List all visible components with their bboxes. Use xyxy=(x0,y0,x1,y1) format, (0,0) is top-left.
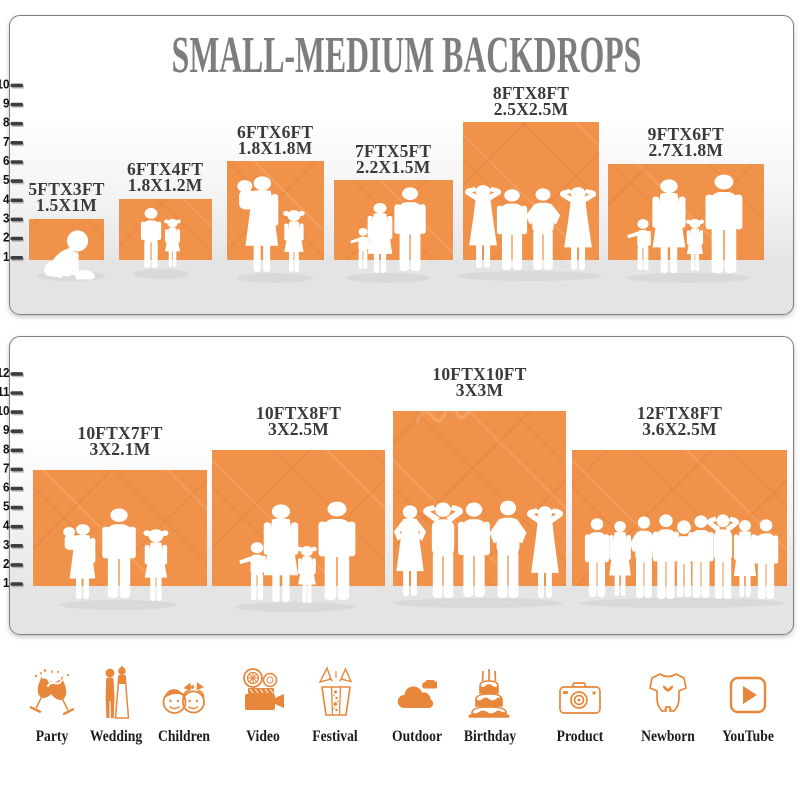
svg-text:3: 3 xyxy=(3,211,10,226)
svg-text:12: 12 xyxy=(0,365,10,380)
svg-text:10: 10 xyxy=(0,404,10,419)
svg-text:2: 2 xyxy=(3,556,10,571)
svg-text:10: 10 xyxy=(0,77,10,92)
svg-text:5: 5 xyxy=(3,173,10,188)
svg-text:9: 9 xyxy=(3,423,10,438)
svg-text:2: 2 xyxy=(3,230,10,245)
svg-text:6: 6 xyxy=(3,480,10,495)
svg-text:3: 3 xyxy=(3,537,10,552)
svg-text:8: 8 xyxy=(3,442,10,457)
svg-text:5: 5 xyxy=(3,499,10,514)
svg-text:6: 6 xyxy=(3,153,10,168)
svg-text:4: 4 xyxy=(3,518,10,533)
svg-text:7: 7 xyxy=(3,134,10,149)
svg-text:8: 8 xyxy=(3,115,10,130)
svg-text:7: 7 xyxy=(3,461,10,476)
svg-text:9: 9 xyxy=(3,96,10,111)
svg-text:1: 1 xyxy=(3,249,10,264)
svg-text:11: 11 xyxy=(0,384,10,399)
svg-text:4: 4 xyxy=(3,192,10,207)
svg-text:1: 1 xyxy=(3,575,10,590)
